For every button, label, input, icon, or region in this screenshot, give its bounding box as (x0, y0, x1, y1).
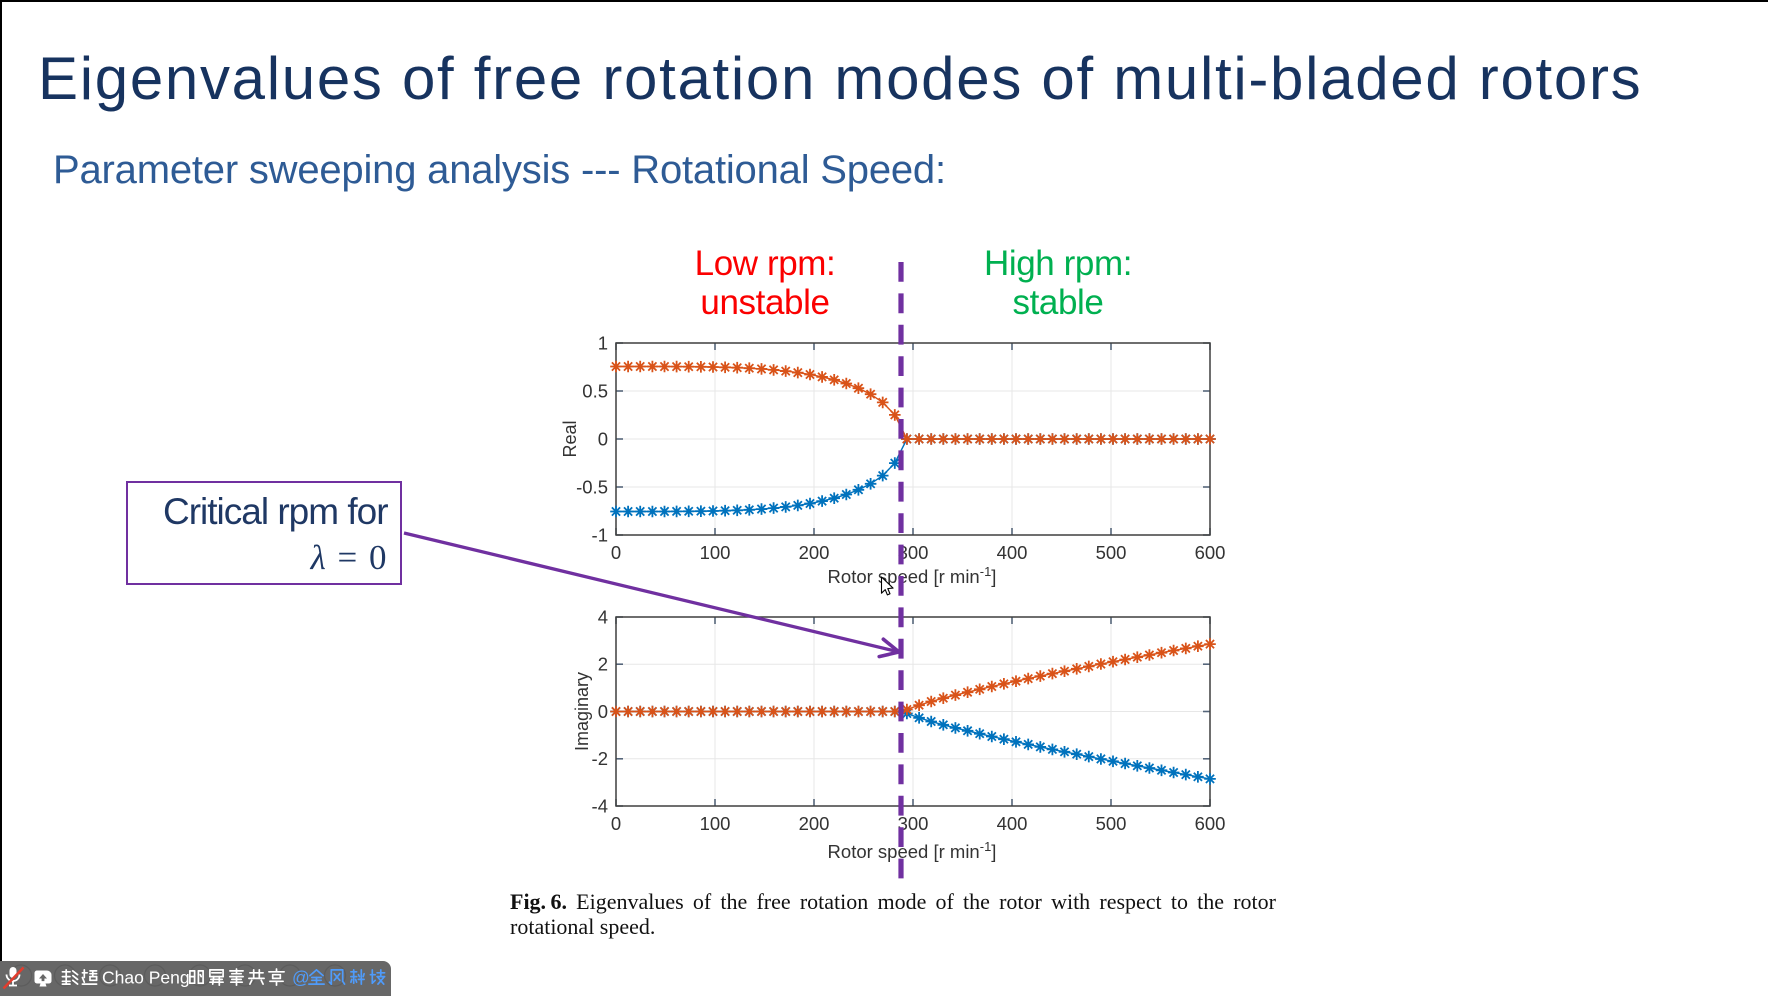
svg-text:Real: Real (560, 420, 580, 457)
svg-text:Chao Peng: Chao Peng (102, 968, 190, 988)
svg-text:200: 200 (799, 813, 830, 834)
svg-text:-4: -4 (592, 795, 608, 816)
svg-text:100: 100 (700, 542, 731, 563)
svg-text:500: 500 (1096, 542, 1127, 563)
svg-text:100: 100 (700, 813, 731, 834)
svg-text:4: 4 (598, 606, 608, 627)
svg-text:Rotor speed [r min-1]: Rotor speed [r min-1] (828, 839, 997, 862)
svg-text:Imaginary: Imaginary (572, 672, 592, 751)
svg-text:0: 0 (598, 428, 608, 449)
svg-text:2: 2 (598, 654, 608, 675)
svg-text:-0.5: -0.5 (576, 476, 608, 497)
svg-text:@: @ (292, 968, 310, 988)
svg-text:300: 300 (898, 542, 929, 563)
svg-text:300: 300 (898, 813, 929, 834)
svg-text:0: 0 (611, 542, 621, 563)
svg-text:600: 600 (1195, 542, 1226, 563)
svg-text:0: 0 (611, 813, 621, 834)
svg-text:200: 200 (799, 542, 830, 563)
svg-text:0.5: 0.5 (582, 380, 608, 401)
svg-text:Rotor speed [r min-1]: Rotor speed [r min-1] (828, 564, 997, 587)
svg-text:600: 600 (1195, 813, 1226, 834)
svg-text:1: 1 (598, 332, 608, 353)
svg-text:400: 400 (997, 542, 1028, 563)
svg-text:-1: -1 (592, 524, 608, 545)
svg-text:500: 500 (1096, 813, 1127, 834)
svg-text:0: 0 (598, 701, 608, 722)
svg-text:400: 400 (997, 813, 1028, 834)
svg-text:-2: -2 (592, 748, 608, 769)
